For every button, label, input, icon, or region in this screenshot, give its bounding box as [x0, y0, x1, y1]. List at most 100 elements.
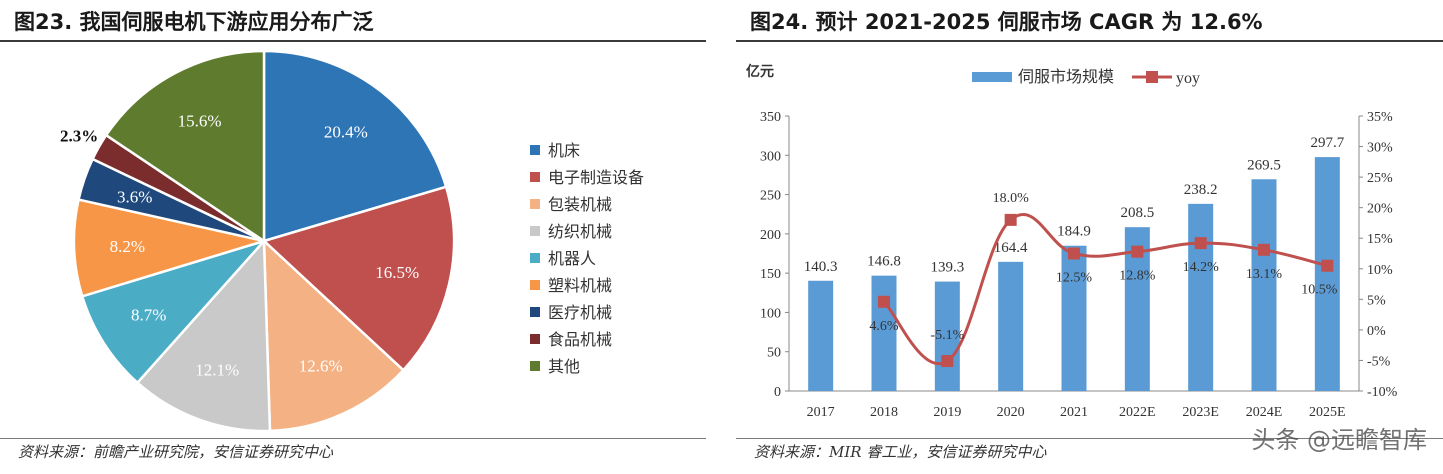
x-tick-label: 2023E — [1182, 405, 1219, 420]
legend-entry: 电子制造设备 — [548, 168, 644, 187]
x-tick-label: 2018 — [870, 405, 898, 420]
x-tick-label: 2022E — [1119, 405, 1156, 420]
y-left-tick-label: 100 — [760, 306, 781, 321]
legend-swatch — [530, 226, 540, 236]
legend-swatch — [530, 334, 540, 344]
pie-slice-6 — [72, 198, 269, 298]
bar-value-label: 238.2 — [1184, 182, 1218, 198]
legend-entry: 其他 — [548, 357, 580, 376]
yoy-value-label: 14.2% — [1183, 260, 1220, 275]
y-left-tick-label: 350 — [760, 110, 781, 125]
bar-2025E — [1314, 157, 1340, 391]
y-left-tick-label: 0 — [774, 385, 781, 400]
yoy-marker-2021 — [1068, 247, 1080, 260]
legend-swatch — [530, 307, 540, 317]
right-figure-panel: 图24. 预计 2021-2025 伺服市场 CAGR 为 12.6% 亿元 伺服… — [736, 0, 1443, 474]
watermark-text: 头条 @远瞻智库 — [1251, 426, 1427, 454]
pie-slice-label: 8.2% — [110, 237, 145, 256]
legend-swatch — [530, 253, 540, 263]
pie-slice-1 — [262, 49, 448, 243]
bar-value-label: 146.8 — [867, 254, 901, 270]
x-tick-label: 2025E — [1309, 405, 1346, 420]
pie-figure-title: 图23. 我国伺服电机下游应用分布广泛 — [14, 10, 374, 34]
legend-swatch — [530, 199, 540, 209]
bar-2020 — [998, 261, 1024, 391]
bar-2017 — [808, 280, 834, 391]
bar-2019 — [934, 281, 960, 391]
y-left-tick-label: 250 — [760, 189, 781, 204]
left-figure-panel: 图23. 我国伺服电机下游应用分布广泛 20.4% 16.5% 12.6% 12.1%… — [0, 0, 706, 474]
bar-value-label: 140.3 — [804, 259, 838, 275]
pie-chart: 20.4% 16.5% 12.6% 12.1% 8.7% 8.2% 3.6% 2.3% 15.6… — [60, 49, 644, 433]
bar-2021 — [1061, 245, 1087, 391]
yoy-marker-2023E — [1194, 237, 1207, 250]
pie-slice-5 — [80, 238, 268, 385]
legend-swatch — [530, 145, 540, 155]
legend-entry: 机器人 — [548, 249, 596, 268]
legend-swatch — [530, 172, 540, 182]
yoy-value-label: 12.8% — [1119, 269, 1156, 284]
y-right-tick-label: 5% — [1367, 293, 1386, 308]
yoy-value-label: 18.0% — [993, 191, 1030, 206]
x-tick-label: 2019 — [933, 405, 961, 420]
bar-value-label: 208.5 — [1120, 205, 1154, 221]
yoy-value-label: 13.1% — [1246, 267, 1283, 282]
yoy-value-label: 12.5% — [1056, 271, 1093, 286]
bar-figure-title: 图24. 预计 2021-2025 伺服市场 CAGR 为 12.6% — [750, 10, 1263, 34]
pie-slice-4 — [135, 237, 272, 433]
pie-slice-label: 12.6% — [299, 357, 343, 376]
bar-value-label: 164.4 — [994, 240, 1028, 256]
bar-2023E — [1188, 203, 1214, 391]
footer-rule — [736, 438, 1443, 439]
legend-swatch — [530, 280, 540, 290]
legend-entry: 纺织机械 — [548, 222, 612, 241]
legend-swatch — [530, 361, 540, 371]
pie-slice-3 — [262, 238, 406, 433]
y-right-tick-label: 15% — [1367, 232, 1393, 247]
legend-entry: 医疗机械 — [548, 303, 612, 322]
legend-entry: 机床 — [548, 141, 580, 160]
y-left-tick-label: 150 — [760, 267, 781, 282]
pie-slice-label: 8.7% — [131, 306, 166, 325]
yoy-marker-2020 — [1004, 213, 1017, 226]
bar-line-chart: 亿元 伺服市场规模 yoy 0 50 100 150 200 250 300 350 -10% -5% 0… — [746, 63, 1398, 420]
legend-entry: 塑料机械 — [548, 276, 612, 295]
y-right-tick-label: 30% — [1367, 141, 1393, 156]
y-right-tick-label: 10% — [1367, 263, 1393, 278]
legend-entry: 食品机械 — [548, 330, 612, 349]
y-right-tick-label: 20% — [1367, 202, 1393, 217]
bar-2018 — [871, 275, 897, 391]
bar-value-label: 269.5 — [1247, 157, 1281, 173]
x-tick-label: 2024E — [1246, 405, 1283, 420]
pie-slice-label: 16.5% — [375, 263, 419, 282]
bar-source-note: 资料来源：MIR 睿工业，安信证券研究中心 — [754, 443, 1047, 461]
yoy-marker-2025E — [1321, 259, 1334, 272]
legend-entry-line: yoy — [1176, 70, 1200, 87]
bar-2024E — [1251, 179, 1277, 391]
title-rule — [0, 40, 706, 42]
pie-slice-label: 15.6% — [178, 111, 222, 130]
y-right-tick-label: -10% — [1367, 385, 1398, 400]
pie-slice-label: 20.4% — [324, 122, 368, 141]
y-left-tick-label: 50 — [767, 346, 781, 361]
yoy-marker-2018 — [878, 295, 890, 308]
legend-entry: 包装机械 — [548, 195, 612, 214]
legend-entry-bar: 伺服市场规模 — [1018, 67, 1114, 86]
yoy-marker-2024E — [1258, 243, 1270, 256]
y-right-tick-label: -5% — [1367, 354, 1391, 369]
yoy-value-label: -5.1% — [930, 328, 964, 343]
x-tick-label: 2021 — [1060, 405, 1088, 420]
yoy-value-label: 10.5% — [1301, 283, 1338, 298]
x-tick-label: 2020 — [997, 405, 1025, 420]
pie-source-note: 资料来源：前瞻产业研究院，安信证券研究中心 — [18, 443, 334, 461]
legend-marker-line — [1146, 71, 1158, 83]
bar-value-label: 139.3 — [930, 260, 964, 276]
yoy-marker-2019 — [941, 355, 954, 368]
pie-slice-label: 3.6% — [117, 187, 152, 206]
pie-slice-label: 12.1% — [195, 361, 239, 380]
bar-value-label: 184.9 — [1057, 224, 1091, 240]
yoy-value-label: 4.6% — [869, 319, 899, 334]
y-right-tick-label: 35% — [1367, 110, 1393, 125]
x-tick-label: 2017 — [807, 405, 835, 420]
pie-slice-9 — [104, 49, 266, 244]
